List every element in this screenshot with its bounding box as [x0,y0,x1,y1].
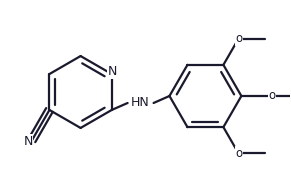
Text: o: o [235,32,242,45]
Text: N: N [108,65,117,78]
Text: N: N [23,135,33,148]
Text: o: o [268,90,275,102]
Text: o: o [235,147,242,160]
Text: HN: HN [131,97,150,110]
